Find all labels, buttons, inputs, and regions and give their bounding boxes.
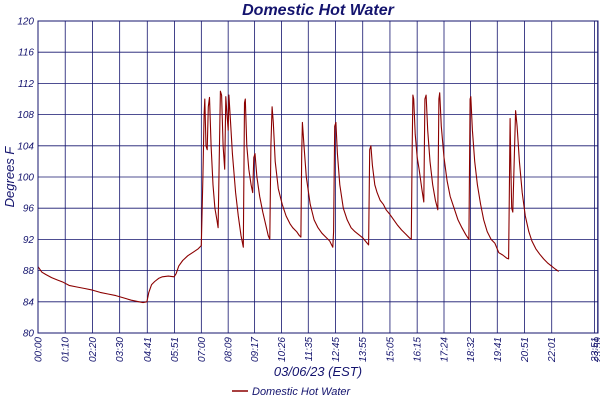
y-tick-label: 116	[18, 48, 34, 59]
x-tick-label: 08:09	[224, 337, 235, 362]
x-tick-label: 11:35	[304, 337, 315, 362]
x-tick-label: 16:15	[413, 337, 424, 362]
y-tick-label: 80	[23, 329, 35, 340]
x-axis-label: 03/06/23 (EST)	[274, 364, 362, 379]
x-tick-label: 18:32	[466, 337, 477, 362]
x-tick-label: 17:24	[440, 337, 451, 362]
y-tick-label: 104	[17, 141, 34, 152]
chart-title: Domestic Hot Water	[242, 2, 395, 19]
y-tick-label: 88	[23, 266, 35, 277]
y-tick-label: 84	[23, 297, 35, 308]
legend: Domestic Hot Water	[232, 386, 352, 398]
x-tick-label: 12:45	[331, 337, 342, 362]
y-axis-label: Degrees F	[2, 146, 17, 208]
x-tick-label: 13:55	[358, 337, 369, 362]
x-tick-label: 04:41	[143, 337, 154, 362]
x-tick-label: 07:00	[197, 337, 208, 362]
x-tick-label: 03:30	[115, 337, 126, 362]
x-tick-label: 01:10	[61, 337, 72, 362]
x-tick-label: 23:59	[593, 337, 600, 363]
plot-frame	[37, 20, 599, 334]
y-tick-label: 120	[17, 17, 34, 28]
y-tick-label: 100	[17, 173, 34, 184]
y-tick-label: 112	[18, 79, 34, 90]
x-tick-label: 02:20	[88, 337, 99, 362]
series-layer	[37, 90, 560, 304]
x-tick-label: 23:51	[590, 337, 600, 363]
y-tick-label: 92	[23, 235, 35, 246]
x-tick-label: 10:26	[277, 337, 288, 362]
x-tick-label: 19:41	[493, 337, 504, 362]
y-tick-label: 96	[23, 204, 35, 215]
x-tick-label: 20:51	[520, 337, 531, 363]
y-axis-ticks: 80 84 88 92 96 100 104 108 112 116 120	[17, 17, 34, 340]
x-tick-label: 05:51	[170, 337, 181, 362]
legend-label: Domestic Hot Water	[252, 386, 352, 398]
x-tick-label: 00:00	[34, 337, 45, 362]
x-tick-label: 09:17	[250, 337, 261, 362]
y-tick-label: 108	[17, 110, 34, 121]
x-axis-ticks: 00:00 01:10 02:20 03:30 04:41 05:51 07:00 08:09…	[34, 337, 600, 363]
series-line	[37, 90, 560, 304]
x-tick-label: 15:05	[385, 337, 396, 362]
x-tick-label: 22:01	[547, 337, 558, 363]
